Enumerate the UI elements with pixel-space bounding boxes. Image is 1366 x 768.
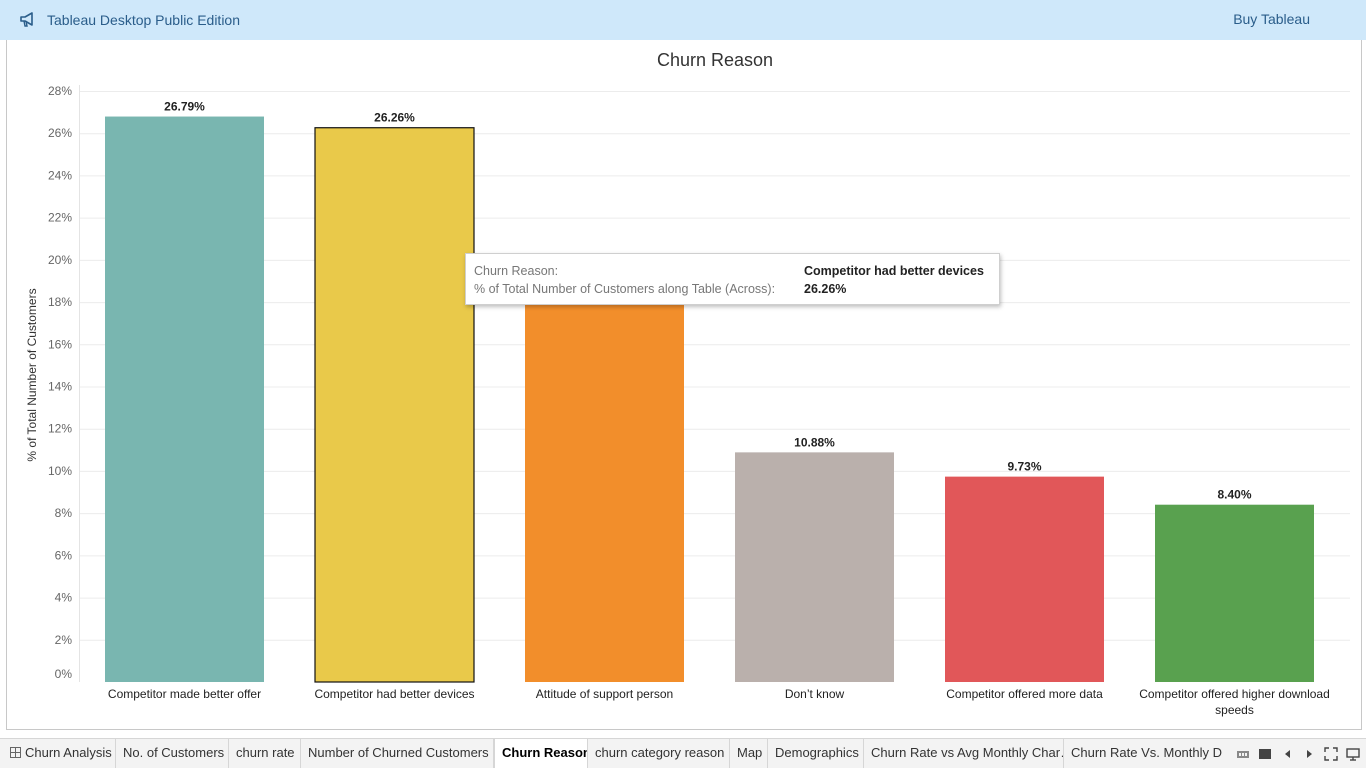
x-category-label: Attitude of support person (536, 687, 673, 701)
single-sheet-icon[interactable] (1258, 747, 1272, 761)
y-tick-label: 2% (55, 633, 73, 647)
tab-label: No. of Customers (123, 745, 225, 760)
tab-label: Map (737, 745, 763, 760)
data-label: 8.40% (1217, 488, 1251, 502)
prev-sheet-icon[interactable] (1281, 747, 1295, 761)
y-tick-label: 14% (48, 380, 72, 394)
data-label: 9.73% (1007, 460, 1041, 474)
top-bar: Tableau Desktop Public Edition Buy Table… (0, 0, 1366, 40)
y-tick-label: 6% (55, 548, 73, 562)
tab-number-of-churned-customers[interactable]: Number of Churned Customers (301, 739, 494, 768)
bar (525, 302, 684, 682)
tab-churn-analysis[interactable]: Churn Analysis (0, 739, 116, 768)
sheet-tab-bar: Churn Analysis No. of Customers churn ra… (0, 738, 1366, 768)
y-tick-label: 24% (48, 168, 72, 182)
y-tick-label: 22% (48, 211, 72, 225)
tab-churn-rate-vs-monthly-data[interactable]: Churn Rate Vs. Monthly Dat (1064, 739, 1222, 768)
y-tick-label: 18% (48, 295, 72, 309)
y-tick-label: 28% (48, 84, 72, 98)
y-tick-label: 8% (55, 506, 73, 520)
bar-chart: 0% 2% 4% 6% 8% 10% 12% 14% 16% 18% 20% 22% 24% 26% 28%… (25, 84, 1350, 717)
app-title: Tableau Desktop Public Edition (47, 12, 241, 28)
bar (945, 476, 1104, 682)
tab-label: churn rate (236, 745, 295, 760)
bar (735, 452, 894, 682)
grid-icon (10, 747, 21, 758)
tab-demographics[interactable]: Demographics (768, 739, 864, 768)
tab-label: Churn Rate vs Avg Monthly Char… (871, 745, 1064, 760)
x-category-label: Competitor had better devices (314, 687, 474, 701)
x-category-label: Competitor made better offer (108, 687, 261, 701)
filmstrip-icon[interactable] (1236, 747, 1250, 761)
bar (1155, 504, 1314, 682)
y-axis-title: % of Total Number of Customers (25, 288, 39, 461)
y-tick-label: 12% (48, 422, 72, 436)
buy-tableau-link[interactable]: Buy Tableau (1233, 11, 1310, 27)
tab-label: Churn Analysis (25, 745, 112, 760)
tab-label: churn category reason (595, 745, 725, 760)
tab-churn-reason[interactable]: Churn Reason (494, 739, 588, 768)
tooltip: Churn Reason: Competitor had better devi… (465, 253, 1000, 305)
tooltip-value-churn-reason: Competitor had better devices (804, 264, 984, 278)
presentation-icon[interactable] (1346, 747, 1360, 761)
data-label: 26.26% (374, 111, 415, 125)
y-tick-label: 20% (48, 253, 72, 267)
tab-label: Churn Rate Vs. Monthly Dat (1071, 745, 1222, 760)
x-category-label: Don’t know (785, 687, 845, 701)
x-category-label: Competitor offered higher download (1139, 687, 1330, 701)
tab-map[interactable]: Map (730, 739, 768, 768)
data-label: 26.79% (164, 100, 205, 114)
chart-title: Churn Reason (656, 50, 774, 70)
fullscreen-icon[interactable] (1324, 747, 1338, 761)
tab-churn-category-reason[interactable]: churn category reason (588, 739, 730, 768)
x-category-label: Competitor offered more data (946, 687, 1103, 701)
tooltip-key-churn-reason: Churn Reason: (474, 264, 559, 278)
tab-churn-rate[interactable]: churn rate (229, 739, 301, 768)
y-tick-label: 26% (48, 126, 72, 140)
tab-label: Churn Reason (502, 745, 588, 760)
next-sheet-icon[interactable] (1302, 747, 1316, 761)
megaphone-icon (20, 12, 33, 27)
tab-no-of-customers[interactable]: No. of Customers (116, 739, 229, 768)
y-tick-label: 10% (48, 464, 72, 478)
y-tick-label: 16% (48, 337, 72, 351)
tooltip-value-percent: 26.26% (804, 282, 847, 296)
tooltip-key-percent: % of Total Number of Customers along Tab… (474, 282, 776, 296)
data-label: 10.88% (794, 435, 835, 449)
y-tick-label: 4% (55, 591, 73, 605)
tab-churn-rate-vs-avg-monthly-charge[interactable]: Churn Rate vs Avg Monthly Char… (864, 739, 1064, 768)
x-category-label: speeds (1215, 703, 1254, 717)
bar (314, 127, 475, 683)
bar (105, 116, 264, 682)
tab-label: Demographics (775, 745, 859, 760)
y-tick-label: 0% (55, 667, 73, 681)
tab-label: Number of Churned Customers (308, 745, 489, 760)
